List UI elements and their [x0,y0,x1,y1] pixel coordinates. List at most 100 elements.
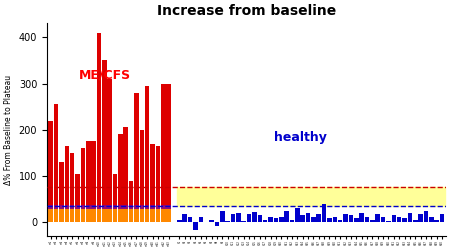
Bar [231,214,235,222]
Bar [145,206,149,222]
Bar [123,128,128,206]
Bar [166,84,171,206]
Bar [134,206,139,222]
Bar [86,204,90,209]
Bar [375,214,380,222]
Text: healthy: healthy [274,131,326,144]
Bar [54,104,58,206]
Bar [284,210,289,222]
Bar [193,222,198,230]
Bar [247,214,252,222]
Bar [182,214,187,222]
Bar [236,213,241,222]
Bar [274,218,278,222]
Text: ME/CFS: ME/CFS [79,69,131,82]
Bar [102,206,107,222]
Title: Increase from baseline: Increase from baseline [157,4,336,18]
Bar [91,141,96,206]
Bar [113,174,117,206]
Bar [225,221,230,222]
Bar [365,216,369,222]
Bar [386,221,391,222]
Bar [118,206,123,222]
Bar [129,206,133,222]
Bar [134,204,139,209]
Bar [354,218,359,222]
Bar [75,204,80,209]
Bar [64,204,69,209]
Bar [156,146,160,206]
Bar [123,206,128,222]
Bar [97,204,101,209]
Bar [59,204,64,209]
Bar [209,220,214,222]
Bar [268,216,273,222]
Bar [161,204,166,209]
Bar [140,130,144,206]
Bar [86,141,90,206]
Bar [440,214,444,222]
Bar [129,180,133,206]
Bar [97,33,101,206]
Bar [156,206,160,222]
Bar [290,220,294,222]
Bar [177,220,182,222]
Bar [311,216,316,222]
Bar [140,204,144,209]
Bar [316,214,321,222]
Bar [64,146,69,206]
Bar [108,204,112,209]
Bar [402,218,407,222]
Bar [252,212,256,222]
Bar [434,220,439,222]
Bar [301,215,305,222]
Bar [108,206,112,222]
Bar [322,204,326,222]
Bar [295,208,300,222]
Bar [134,93,139,206]
Bar [70,204,74,209]
Bar [113,206,117,222]
Bar [75,174,80,206]
Bar [150,144,155,206]
Bar [161,206,166,222]
Bar [306,213,310,222]
Bar [257,215,262,222]
Bar [220,210,225,222]
Bar [413,220,418,222]
Bar [145,86,149,206]
Bar [140,206,144,222]
Bar [327,218,332,222]
Bar [215,222,219,226]
Bar [150,204,155,209]
Bar [418,214,423,222]
Bar [360,213,364,222]
Bar [102,60,107,206]
Bar [381,218,385,222]
Bar [150,206,155,222]
Bar [70,206,74,222]
Bar [279,218,284,222]
Bar [349,215,353,222]
Bar [343,214,348,222]
Bar [145,204,149,209]
Bar [59,162,64,206]
Bar [118,134,123,206]
Bar [118,204,123,209]
Bar [156,204,160,209]
Bar [113,204,117,209]
Bar [49,204,53,209]
Bar [242,221,246,222]
Bar [424,210,428,222]
Bar [91,204,96,209]
Bar [166,206,171,222]
Bar [161,84,166,206]
Bar [408,213,412,222]
Bar [81,206,85,222]
Bar [81,148,85,206]
Bar [49,122,53,206]
Bar [333,216,337,222]
Bar [198,218,203,222]
Bar [166,204,171,209]
Bar [75,206,80,222]
